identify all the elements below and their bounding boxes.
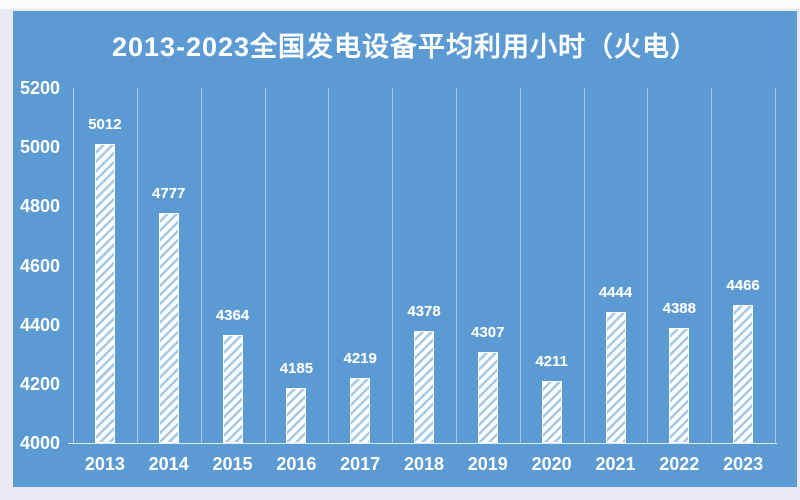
x-tick-label: 2014 (148, 454, 189, 474)
v-gridline (136, 88, 138, 443)
bar-2013 (94, 143, 115, 443)
x-tick-label: 2021 (595, 454, 636, 474)
v-gridline (455, 88, 457, 443)
x-tick-label: 2013 (84, 454, 125, 474)
bar-2023 (733, 305, 754, 443)
bar-2015 (222, 335, 243, 443)
v-gridline (775, 88, 776, 443)
y-tick-label: 4400 (19, 314, 60, 335)
y-tick-label: 5000 (19, 137, 60, 158)
chart-title: 2013-2023全国发电设备平均利用小时（火电） (111, 32, 699, 62)
bar-value-label: 4388 (662, 300, 696, 318)
x-tick-label: 2020 (531, 454, 572, 474)
bar-2017 (350, 378, 371, 443)
plot-area: 5012 4777 4364 4185 4219 4378 4307 4211 4444 4388… (68, 88, 777, 444)
x-tick-label: 2019 (467, 454, 508, 474)
bar-2022 (669, 328, 690, 443)
v-gridline (200, 88, 202, 443)
x-tick-label: 2023 (723, 454, 764, 474)
bar-2016 (286, 388, 307, 443)
x-tick-label: 2022 (659, 454, 700, 474)
x-tick-label: 2015 (212, 454, 253, 474)
y-tick-label: 4200 (19, 373, 60, 394)
v-gridline (711, 88, 713, 443)
bar-value-label: 4378 (407, 303, 441, 321)
y-tick-label: 5200 (19, 78, 60, 98)
v-gridline (328, 88, 330, 443)
bar-value-label: 4364 (215, 307, 250, 325)
x-tick-label: 2016 (276, 454, 317, 474)
x-axis-labels: 2013 2014 2015 2016 2017 2018 2019 2020 2021 2022… (73, 452, 775, 478)
y-axis-line (73, 88, 74, 443)
bar-value-label: 4466 (726, 277, 760, 295)
bar-value-label: 4185 (279, 360, 314, 378)
y-tick-label: 4800 (19, 196, 60, 217)
chart-panel: 2013-2023全国发电设备平均利用小时（火电） 5200 5000 4800 46… (13, 11, 797, 487)
v-gridline (647, 88, 649, 443)
v-gridline (392, 88, 394, 443)
bar-2020 (541, 380, 562, 443)
bar-value-label: 4444 (598, 283, 633, 301)
bar-value-label: 4777 (152, 185, 186, 203)
bar-value-label: 4211 (535, 352, 568, 370)
v-gridline (519, 88, 521, 443)
bar-value-label: 4219 (343, 350, 377, 368)
v-gridline (264, 88, 266, 443)
bar-2019 (477, 352, 498, 443)
y-tick-label: 4000 (19, 433, 60, 453)
bar-2018 (414, 331, 434, 443)
y-axis-labels: 5200 5000 4800 4600 4400 4200 4000 (13, 78, 73, 453)
bar-2021 (605, 311, 626, 443)
x-tick-label: 2018 (403, 454, 445, 474)
x-tick-label: 2017 (340, 454, 381, 474)
x-axis-line (68, 443, 777, 444)
v-gridline (583, 88, 585, 443)
y-tick-label: 4600 (19, 255, 60, 276)
bar-2014 (158, 213, 179, 443)
bar-value-label: 4307 (471, 324, 505, 342)
bar-value-label: 5012 (88, 115, 122, 133)
